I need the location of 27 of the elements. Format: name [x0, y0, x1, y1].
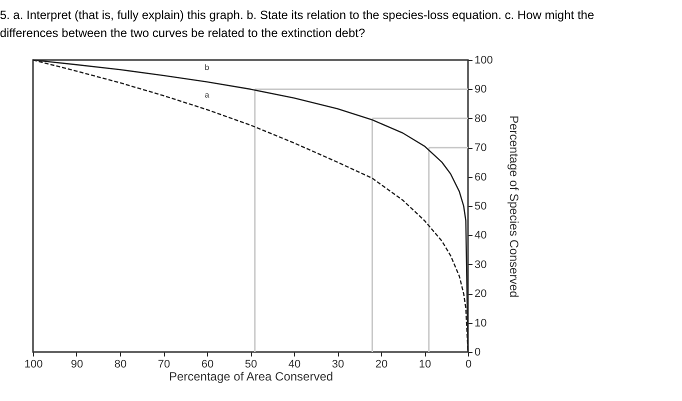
x-tick-label: 70: [158, 358, 170, 370]
x-tick-label: 30: [332, 358, 344, 370]
y-tick-label: 40: [474, 230, 487, 242]
x-tick-label: 90: [70, 358, 84, 370]
x-tick-label: 60: [201, 358, 214, 370]
y-tick-label: 30: [474, 258, 487, 271]
series-label: b: [204, 62, 210, 72]
y-tick-label: 50: [474, 200, 487, 212]
y-tick-label: 100: [474, 54, 493, 66]
x-tick-label: 80: [114, 358, 127, 370]
y-tick-label: 70: [474, 142, 487, 154]
x-tick-label: 0: [465, 358, 472, 370]
chart-title: 5. a. Interpret (that is, fully explain) this graph. b. State its relation to the species-loss equation. c. How might the differences between the two curves be related to the extinction debt?: [0, 8, 594, 40]
y-tick-label: 0: [474, 346, 481, 358]
y-axis-title: Percentage of Species Conserved: [506, 115, 521, 298]
x-tick-label: 20: [375, 358, 388, 370]
y-tick-label: 60: [474, 171, 487, 184]
x-tick-label: 10: [418, 358, 432, 370]
y-tick-label: 20: [474, 288, 487, 300]
x-axis-title: Percentage of Area Conserved: [168, 370, 334, 384]
x-tick-label: 100: [24, 358, 43, 370]
y-tick-label: 10: [474, 317, 487, 330]
y-tick-label: 90: [474, 84, 487, 96]
y-tick-label: 80: [474, 112, 487, 125]
x-tick-label: 40: [288, 358, 301, 370]
x-tick-label: 50: [244, 358, 258, 370]
series-label: a: [204, 90, 210, 100]
